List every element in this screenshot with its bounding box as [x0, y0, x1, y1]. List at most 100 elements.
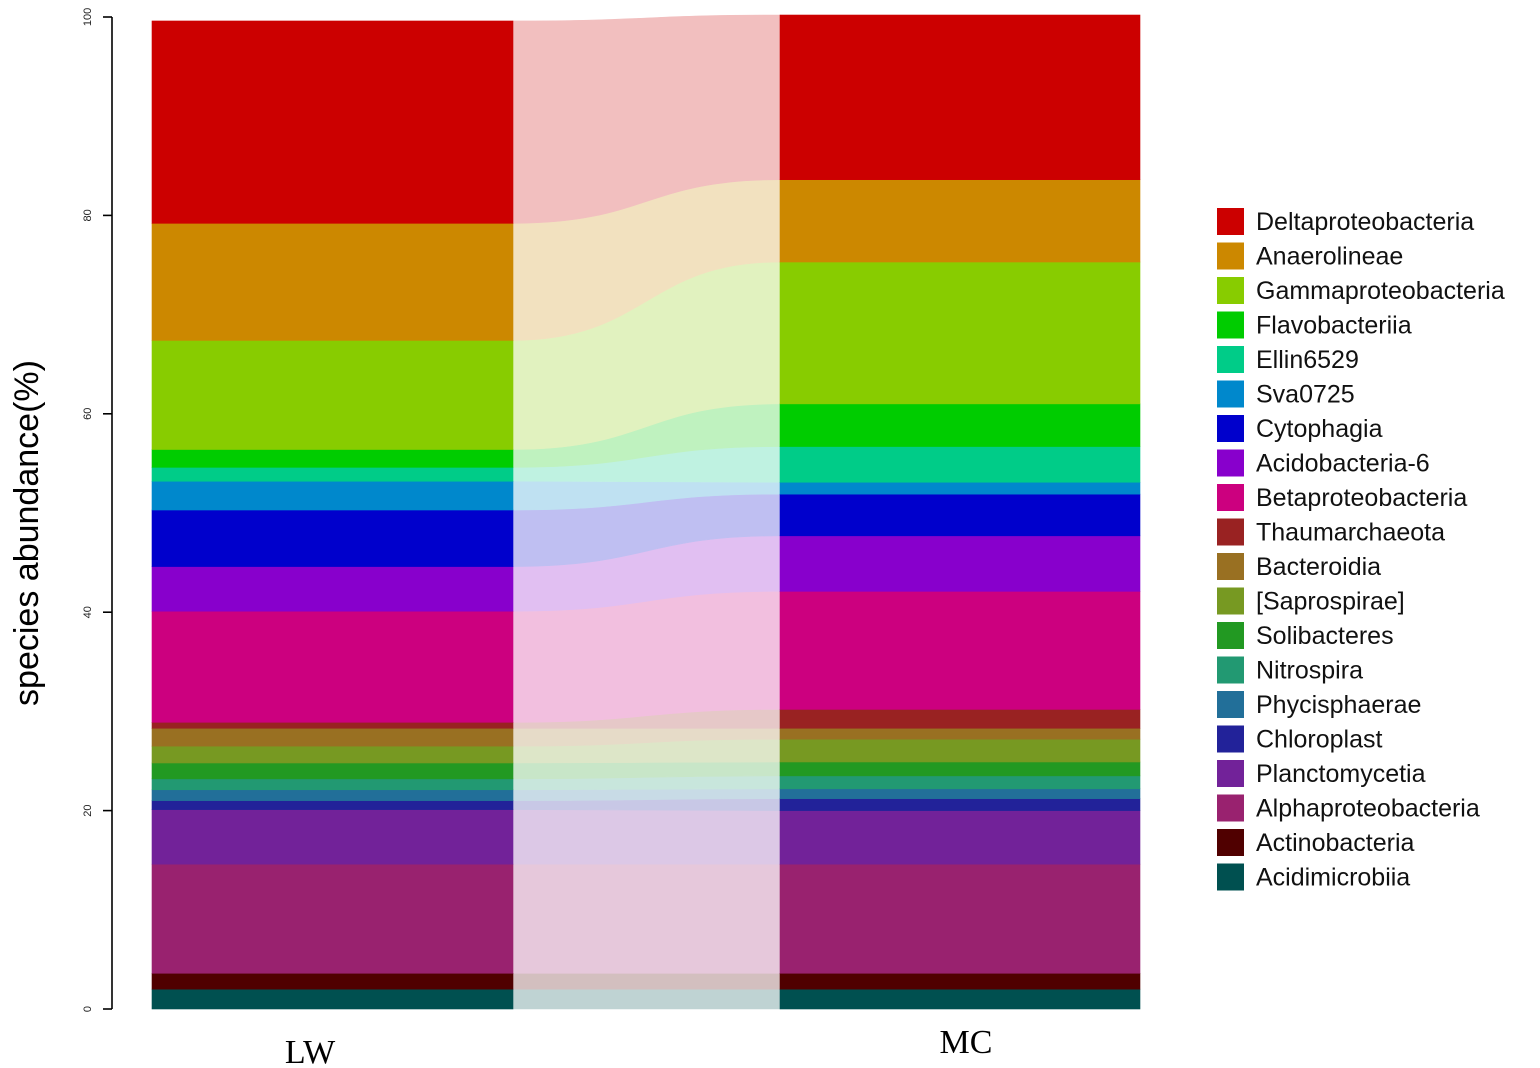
bar-lw-planctomycetia: [151, 809, 514, 865]
bar-mc-sva0725: [779, 481, 1141, 495]
bar-lw-gammaproteobacteria: [151, 340, 514, 450]
bar-lw-anaerolineae: [151, 223, 514, 341]
bar-lw-chloroplast: [151, 800, 514, 810]
legend-swatch-nitrospira: [1217, 656, 1244, 684]
legend-swatch-sva0725: [1217, 380, 1244, 408]
legend-label-cytophagia: Cytophagia: [1256, 415, 1383, 443]
bar-lw-nitrospira: [151, 778, 514, 791]
legend-swatch-acidimicrobiia: [1217, 863, 1244, 891]
legend-label-planctomycetia: Planctomycetia: [1256, 760, 1426, 788]
legend-swatch-betaproteobacteria: [1217, 484, 1244, 511]
y-tick-label-0: 0: [82, 1006, 94, 1012]
bar-mc-deltaproteobacteria: [779, 14, 1141, 180]
legend-swatch-gammaproteobacteria: [1217, 277, 1244, 304]
y-tick-label-60: 60: [82, 408, 94, 420]
bar-mc-flavobacteriia: [779, 403, 1141, 447]
bar-lw-phycisphaerae: [151, 789, 514, 801]
legend-swatch-thaumarchaeota: [1217, 518, 1244, 546]
category-labels: LW MC: [285, 1024, 993, 1068]
legend-label-acidobacteria-6: Acidobacteria-6: [1256, 450, 1430, 478]
bar-lw-deltaproteobacteria: [151, 20, 514, 224]
legend-label-deltaproteobacteria: Deltaproteobacteria: [1256, 208, 1474, 236]
legend-label-thaumarchaeota: Thaumarchaeota: [1256, 519, 1445, 547]
legend-swatch-chloroplast: [1217, 725, 1244, 753]
bar-lw-acidimicrobiia: [151, 988, 514, 1010]
bar-lw-sva0725: [151, 480, 514, 511]
legend-label-saprospirae: [Saprospirae]: [1256, 588, 1405, 616]
bar-mc-alphaproteobacteria: [779, 863, 1141, 974]
bar-lw-alphaproteobacteria: [151, 863, 514, 974]
legend-label-actinobacteria: Actinobacteria: [1256, 829, 1415, 857]
category-label-mc: MC: [940, 1024, 993, 1061]
legend-swatch-bacteroidia: [1217, 553, 1244, 580]
legend-swatch-actinobacteria: [1217, 829, 1244, 856]
bar-lw-actinobacteria: [151, 972, 514, 990]
bar-mc-cytophagia: [779, 493, 1141, 537]
bar-mc-chloroplast: [779, 798, 1141, 811]
bar-lw-flavobacteriia: [151, 449, 514, 468]
flow-acidimicrobiia: [512, 988, 781, 1010]
legend-label-anaerolineae: Anaerolineae: [1256, 243, 1403, 271]
bar-lw-cytophagia: [151, 509, 514, 567]
bar-lw-solibacteres: [151, 762, 514, 780]
legend-label-flavobacteriia: Flavobacteriia: [1256, 312, 1412, 340]
y-axis-title: species abundance(%): [8, 360, 46, 706]
legend-label-sva0725: Sva0725: [1256, 381, 1355, 409]
bar-mc-gammaproteobacteria: [779, 261, 1141, 405]
legend-swatch-solibacteres: [1217, 622, 1244, 649]
bar-mc-bacteroidia: [779, 727, 1141, 740]
legend-label-bacteroidia: Bacteroidia: [1256, 553, 1381, 581]
flow-layer: [512, 14, 781, 1010]
legend-label-nitrospira: Nitrospira: [1256, 657, 1363, 685]
bar-lw-saprospirae: [151, 745, 514, 764]
y-axis: 0 20 40 60 80 100: [82, 8, 113, 1012]
bar-mc-thaumarchaeota: [779, 709, 1141, 729]
bar-mc-nitrospira: [779, 775, 1141, 790]
legend-swatch-deltaproteobacteria: [1217, 208, 1244, 235]
bar-lw-betaproteobacteria: [151, 610, 514, 723]
bar-lw-thaumarchaeota: [151, 722, 514, 729]
y-tick-label-100: 100: [82, 8, 94, 26]
legend-label-alphaproteobacteria: Alphaproteobacteria: [1256, 795, 1480, 823]
bar-mc-saprospirae: [779, 738, 1141, 763]
legend-label-chloroplast: Chloroplast: [1256, 726, 1383, 754]
legend-swatch-flavobacteriia: [1217, 311, 1244, 339]
flow-betaproteobacteria: [512, 591, 781, 723]
legend-swatch-saprospirae: [1217, 587, 1244, 615]
bar-mc-phycisphaerae: [779, 788, 1141, 799]
legend-label-ellin6529: Ellin6529: [1256, 346, 1359, 374]
bar-mc-acidimicrobiia: [779, 988, 1141, 1010]
bar-mc-planctomycetia: [779, 810, 1141, 865]
legend-label-gammaproteobacteria: Gammaproteobacteria: [1256, 277, 1505, 305]
legend: Deltaproteobacteria Anaerolineae Gammaprot…: [1217, 208, 1505, 892]
bar-lw-bacteroidia: [151, 727, 514, 747]
y-tick-label-40: 40: [82, 606, 94, 618]
legend-label-acidimicrobiia: Acidimicrobiia: [1256, 864, 1410, 892]
y-tick-label-20: 20: [82, 804, 94, 816]
legend-swatch-cytophagia: [1217, 415, 1244, 442]
legend-swatch-acidobacteria-6: [1217, 449, 1244, 477]
bar-lw-ellin6529: [151, 467, 514, 482]
flow-actinobacteria: [512, 972, 781, 990]
legend-swatch-ellin6529: [1217, 346, 1244, 373]
legend-label-solibacteres: Solibacteres: [1256, 622, 1394, 650]
legend-swatch-alphaproteobacteria: [1217, 794, 1244, 822]
legend-swatch-phycisphaerae: [1217, 691, 1244, 718]
legend-label-betaproteobacteria: Betaproteobacteria: [1256, 484, 1467, 512]
flow-planctomycetia: [512, 809, 781, 865]
bar-mc-anaerolineae: [779, 179, 1141, 263]
legend-swatch-anaerolineae: [1217, 242, 1244, 270]
legend-swatch-planctomycetia: [1217, 760, 1244, 787]
bar-mc-solibacteres: [779, 761, 1141, 777]
bar-lw-acidobacteria-6: [151, 566, 514, 612]
bar-mc-betaproteobacteria: [779, 591, 1141, 710]
category-label-lw: LW: [285, 1034, 336, 1068]
flow-alphaproteobacteria: [512, 863, 781, 974]
y-tick-label-80: 80: [82, 209, 94, 221]
bar-mc-actinobacteria: [779, 972, 1141, 990]
flow-phycisphaerae: [512, 788, 781, 801]
bar-mc-acidobacteria-6: [779, 535, 1141, 592]
bar-mc-ellin6529: [779, 446, 1141, 483]
legend-label-phycisphaerae: Phycisphaerae: [1256, 691, 1421, 719]
